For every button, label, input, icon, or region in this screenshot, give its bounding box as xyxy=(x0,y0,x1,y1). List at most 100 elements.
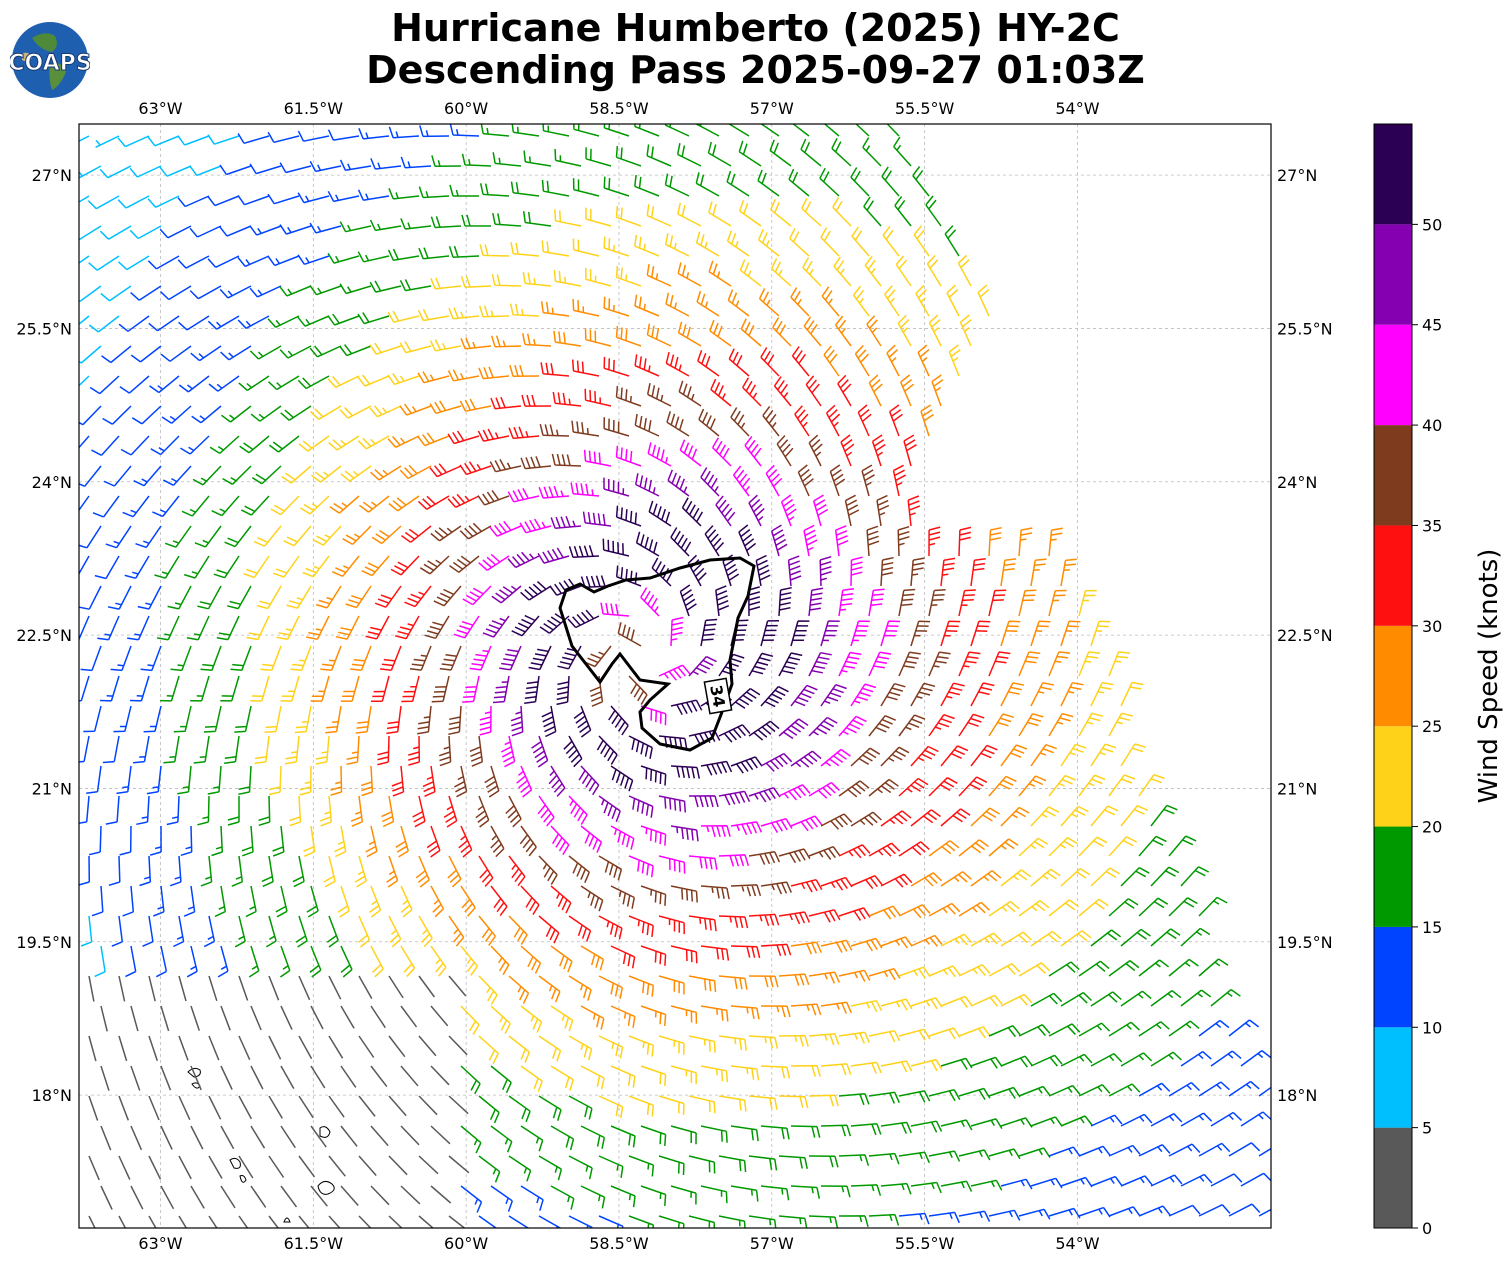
wind-barb xyxy=(130,1065,141,1091)
wind-barb xyxy=(417,371,450,384)
wind-barb xyxy=(237,194,270,206)
wind-barb xyxy=(790,815,823,832)
wind-barb xyxy=(726,170,750,197)
wind-barb xyxy=(554,209,582,227)
wind-barb xyxy=(267,315,300,328)
wind-barb xyxy=(538,855,558,885)
wind-barb xyxy=(1090,867,1120,887)
wind-barb xyxy=(977,284,990,317)
wind-barb xyxy=(1078,1084,1111,1097)
wind-barb xyxy=(898,714,926,737)
wind-barb xyxy=(695,172,720,197)
wind-barb xyxy=(838,1215,869,1228)
wind-barb xyxy=(970,807,1000,827)
wind-barb xyxy=(1030,992,1063,1007)
wind-barb xyxy=(160,1005,170,1032)
wind-barb xyxy=(868,967,901,981)
wind-barb xyxy=(718,1215,746,1228)
wind-barb xyxy=(453,615,480,639)
wind-barb xyxy=(224,525,252,548)
wind-barb xyxy=(118,1095,130,1121)
wind-barb xyxy=(808,1215,839,1228)
wind-barb xyxy=(1168,835,1197,857)
wind-barb xyxy=(787,555,802,587)
wind-barb xyxy=(520,456,552,470)
wind-barb xyxy=(231,855,244,887)
wind-barb xyxy=(320,645,342,672)
wind-barb xyxy=(97,615,120,641)
wind-barb xyxy=(1030,868,1061,887)
wind-barb xyxy=(1120,1113,1153,1127)
wind-barb xyxy=(538,915,560,944)
wind-barb xyxy=(508,915,528,945)
wind-barb xyxy=(580,1125,606,1149)
wind-barb xyxy=(790,1003,822,1016)
wind-barb xyxy=(220,1125,235,1150)
wind-barb xyxy=(1048,1146,1081,1157)
wind-barb xyxy=(357,374,390,387)
wind-barb xyxy=(748,494,765,527)
lon-tick-label-bottom: 63°W xyxy=(138,1234,182,1253)
wind-barb xyxy=(855,124,870,137)
wind-barb xyxy=(880,556,894,587)
wind-barb xyxy=(100,1005,108,1032)
wind-barb xyxy=(568,855,590,883)
wind-barb xyxy=(610,945,636,969)
wind-barb xyxy=(788,168,810,197)
wind-barb xyxy=(778,1034,809,1047)
wind-barb xyxy=(646,323,672,347)
wind-barb xyxy=(491,274,522,287)
wind-barb xyxy=(1120,866,1150,887)
wind-barb xyxy=(540,301,570,317)
wind-barb xyxy=(124,555,150,580)
wind-barb xyxy=(279,345,312,359)
wind-barb xyxy=(507,551,540,569)
wind-barb xyxy=(700,618,718,647)
wind-barb xyxy=(511,124,540,137)
wind-barb xyxy=(658,1215,685,1228)
wind-barb xyxy=(718,915,749,929)
wind-barb xyxy=(1240,1172,1271,1187)
wind-barb xyxy=(173,705,192,733)
wind-barb xyxy=(850,620,870,647)
wind-barb xyxy=(760,1125,790,1140)
wind-barb xyxy=(568,1215,594,1228)
wind-barb xyxy=(246,615,270,641)
wind-barb xyxy=(490,1185,514,1212)
island-shape xyxy=(317,1180,335,1195)
wind-barb xyxy=(940,1119,973,1131)
wind-barb xyxy=(700,885,730,900)
wind-barb xyxy=(844,494,860,527)
wind-barb xyxy=(395,615,420,640)
wind-barb xyxy=(928,1211,960,1224)
wind-barb xyxy=(91,435,120,456)
wind-barb xyxy=(137,585,162,610)
wind-barb xyxy=(377,735,390,766)
wind-barb xyxy=(610,885,636,909)
wind-barb xyxy=(1120,743,1147,767)
wind-barb xyxy=(240,495,270,516)
wind-barb xyxy=(289,795,302,827)
wind-barb xyxy=(658,664,691,681)
wind-barb xyxy=(328,1215,341,1228)
wind-barb xyxy=(1078,898,1109,917)
wind-barb xyxy=(459,461,492,476)
wind-barb xyxy=(1018,775,1047,797)
wind-barb xyxy=(489,520,522,537)
wind-barb xyxy=(329,495,360,514)
wind-barb xyxy=(178,1095,191,1121)
wind-barb xyxy=(1048,651,1071,677)
wind-barb xyxy=(241,825,254,857)
wind-barb xyxy=(610,825,635,850)
wind-barb xyxy=(88,975,95,1002)
wind-barb xyxy=(538,975,561,1003)
wind-barb xyxy=(478,553,510,571)
wind-barb xyxy=(130,1005,139,1032)
wind-barb xyxy=(1018,589,1037,617)
wind-barb xyxy=(264,705,282,734)
wind-barb xyxy=(838,651,862,677)
wind-barb xyxy=(197,585,222,610)
wind-barb xyxy=(838,780,870,798)
wind-barb xyxy=(850,1184,882,1196)
wind-barb xyxy=(850,1123,882,1136)
